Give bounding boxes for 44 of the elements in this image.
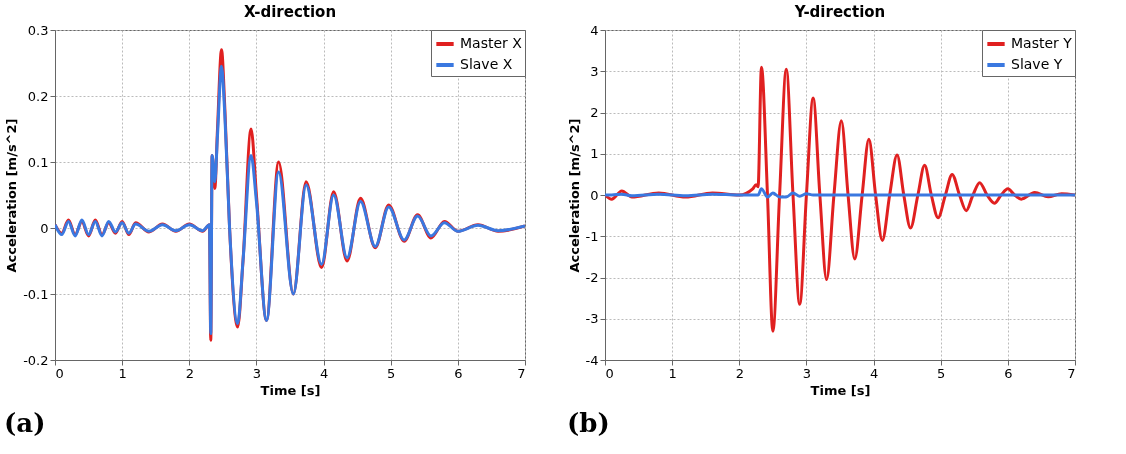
- y-tick-label: 0: [40, 220, 49, 236]
- x-tick-label: 7: [517, 365, 526, 381]
- y-axis-title: Acceleration [m/s^2]: [566, 118, 582, 273]
- x-axis-title: Time [s]: [260, 382, 321, 398]
- y-tick-label: 0.3: [27, 22, 49, 38]
- y-tick-label: 0.1: [27, 154, 49, 170]
- y-axis-title: Acceleration [m/s^2]: [4, 118, 20, 273]
- y-tick-label: -1: [585, 228, 599, 244]
- x-tick-label: 6: [1004, 365, 1013, 381]
- chart-title: Y-direction: [793, 3, 886, 21]
- line-series: [605, 187, 1075, 199]
- x-tick-label: 3: [802, 365, 812, 381]
- legend-label: Master X: [460, 35, 523, 51]
- x-tick-label: 7: [1067, 365, 1076, 381]
- y-tick-label: -3: [585, 311, 599, 327]
- x-tick-label: 2: [735, 365, 744, 381]
- y-tick-label: 0.2: [27, 88, 49, 104]
- x-tick-label: 1: [668, 365, 677, 381]
- y-tick-label: -2: [585, 270, 599, 285]
- x-tick-label: 5: [937, 365, 946, 381]
- text: (b): [567, 408, 611, 438]
- x-tick-label: 0: [55, 365, 64, 381]
- chart-title: X-direction: [243, 3, 337, 21]
- x-tick-label: 2: [185, 365, 194, 381]
- y-tick-label: 4: [590, 22, 599, 38]
- x-tick-label: 4: [319, 365, 329, 381]
- text: (a): [4, 408, 47, 438]
- x-axis-title: Time [s]: [810, 382, 871, 398]
- x-tick-label: 4: [869, 365, 879, 381]
- legend-label: Slave Y: [1011, 56, 1063, 72]
- x-tick-label: 5: [387, 365, 396, 381]
- x-tick-label: 3: [252, 365, 262, 381]
- legend-label: Slave X: [460, 56, 513, 72]
- legend-label: Master Y: [1011, 35, 1073, 51]
- y-tick-label: 2: [590, 105, 599, 120]
- x-tick-label: 0: [605, 365, 614, 381]
- x-tick-label: 1: [118, 365, 127, 381]
- y-tick-label: 1: [590, 146, 599, 162]
- y-tick-label: 3: [590, 63, 599, 79]
- y-tick-label: -4: [585, 352, 599, 368]
- y-tick-label: -0.1: [23, 286, 49, 302]
- x-tick-label: 6: [454, 365, 463, 381]
- y-tick-label: 0: [590, 187, 599, 203]
- y-tick-label: -0.2: [23, 352, 49, 368]
